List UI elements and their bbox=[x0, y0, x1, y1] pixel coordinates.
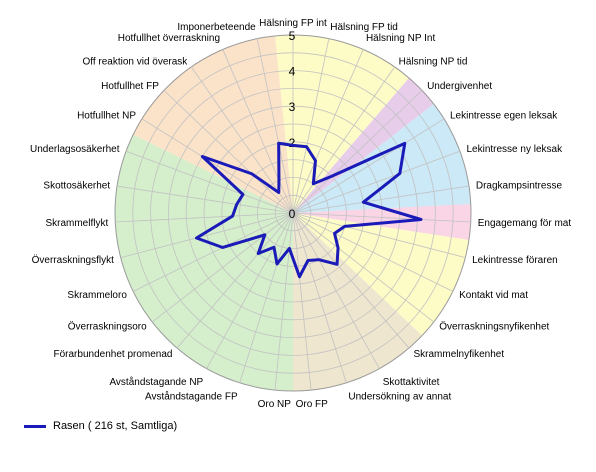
grid-spoke-24 bbox=[116, 185, 294, 214]
category-label: Hotfullhet NP bbox=[77, 111, 136, 122]
grid-spoke-20 bbox=[151, 212, 294, 323]
background-sector-6 bbox=[115, 134, 293, 391]
grid-spoke-8 bbox=[292, 212, 471, 223]
grid-spoke-18 bbox=[206, 212, 294, 369]
category-label: Oro NP bbox=[258, 399, 292, 410]
category-label: Skrammelnyfikenhet bbox=[414, 349, 505, 360]
category-label: Engagemang för mat bbox=[478, 218, 572, 229]
category-label: Lekintresse egen leksak bbox=[450, 111, 558, 122]
series-layer bbox=[195, 141, 423, 279]
category-label: Hälsning NP tid bbox=[399, 57, 468, 68]
category-label: Imponerbeteende bbox=[177, 22, 256, 33]
category-label: Hotfullhet FP bbox=[101, 81, 159, 92]
grid-spoke-12 bbox=[292, 212, 410, 349]
grid-spoke-23 bbox=[115, 212, 294, 223]
category-label: Lekintresse ny leksak bbox=[466, 144, 563, 155]
legend-label: Rasen ( 216 st, Samtliga) bbox=[53, 420, 178, 432]
grid-spoke-2 bbox=[292, 49, 364, 214]
legend: Rasen ( 216 st, Samtliga) bbox=[24, 420, 177, 432]
tick-label-5: 5 bbox=[289, 29, 296, 43]
category-label: Hälsning FP tid bbox=[330, 22, 398, 33]
category-label: Lekintresse föraren bbox=[472, 255, 558, 266]
category-label: Undergivenhet bbox=[427, 81, 492, 92]
category-label: Avståndstagande NP bbox=[109, 376, 203, 388]
grid-spoke-15 bbox=[292, 212, 312, 391]
category-label: Överraskningsoro bbox=[68, 321, 147, 333]
category-label: Överraskningsflykt bbox=[32, 254, 114, 266]
category-label: Skottosäkerhet bbox=[43, 180, 110, 191]
background-sector-0 bbox=[274, 35, 409, 214]
category-label: Off reaktion vid överask bbox=[82, 57, 188, 68]
grid-spoke-3 bbox=[292, 66, 396, 214]
category-label: Överraskningsnyfikenhet bbox=[439, 321, 549, 333]
category-label: Avståndstagande FP bbox=[145, 391, 238, 403]
grid-spoke-25 bbox=[125, 150, 294, 214]
grid-spoke-14 bbox=[292, 212, 347, 383]
tick-label-3: 3 bbox=[289, 100, 296, 114]
category-label: Skottaktivitet bbox=[383, 377, 440, 388]
grid-spoke-28 bbox=[190, 66, 294, 214]
category-label: Hälsning FP int bbox=[259, 18, 327, 29]
legend-swatch bbox=[24, 424, 46, 428]
grid-spoke-17 bbox=[239, 212, 294, 383]
grid-spoke-22 bbox=[120, 212, 294, 259]
tick-label-4: 4 bbox=[289, 65, 296, 79]
category-label: Dragkampsintresse bbox=[476, 180, 563, 191]
category-label: Kontakt vid mat bbox=[459, 290, 528, 301]
grid-spoke-11 bbox=[292, 212, 435, 323]
series-line-0 bbox=[195, 141, 423, 279]
category-label: Undersökning av annat bbox=[348, 392, 451, 403]
grid-spoke-6 bbox=[292, 150, 461, 214]
grid-spoke-19 bbox=[176, 212, 294, 349]
grid-spoke-7 bbox=[292, 185, 470, 214]
background-sector-7 bbox=[133, 35, 293, 213]
grid-spoke-4 bbox=[292, 90, 423, 214]
background-sector-5 bbox=[293, 213, 423, 391]
category-label: Förarbundenhet promenad bbox=[54, 349, 173, 360]
grid-spoke-16 bbox=[274, 212, 294, 391]
tick-label-2: 2 bbox=[289, 136, 296, 150]
grid-spoke-27 bbox=[163, 90, 294, 214]
category-label: Hälsning NP Int bbox=[366, 33, 436, 44]
grid-spoke-29 bbox=[222, 49, 294, 214]
grid-spoke-13 bbox=[292, 212, 380, 369]
grid-spoke-9 bbox=[292, 212, 466, 259]
category-label: Underlagsosäkerhet bbox=[30, 144, 120, 155]
category-label: Oro FP bbox=[296, 399, 329, 410]
category-label: Skrammelflykt bbox=[45, 218, 108, 229]
grid-spoke-1 bbox=[292, 38, 330, 214]
tick-label-0: 0 bbox=[289, 207, 296, 221]
category-label: Hotfullhet överraskning bbox=[118, 33, 220, 44]
category-label: Skrammeloro bbox=[67, 290, 127, 301]
grid-spoke-10 bbox=[292, 212, 453, 292]
radial-tick-labels: 0 2 3 4 5 bbox=[289, 29, 296, 221]
grid-spoke-26 bbox=[141, 118, 294, 214]
grid-spoke-30 bbox=[256, 38, 294, 214]
grid-spoke-21 bbox=[133, 212, 294, 292]
grid-spoke-5 bbox=[292, 118, 445, 214]
